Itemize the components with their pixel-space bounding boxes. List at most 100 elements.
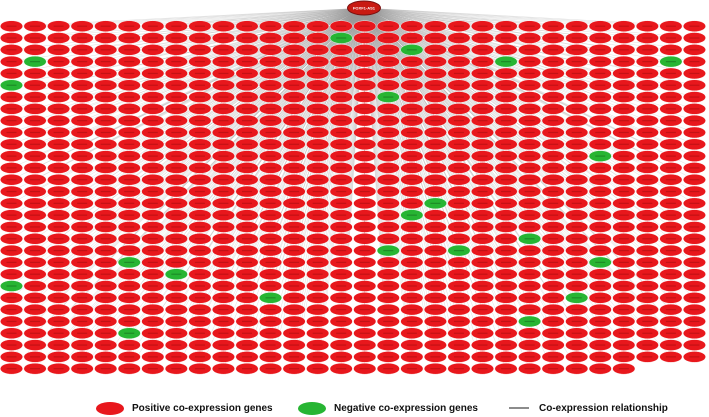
gene-label-mark [289, 131, 300, 134]
gene-label-mark [383, 37, 394, 39]
gene-label-mark [289, 273, 300, 275]
gene-label-mark [430, 49, 441, 51]
coexpression-edge [152, 7, 365, 287]
gene-label-mark [312, 143, 323, 145]
gene-label-mark [524, 332, 535, 334]
gene-label-mark [501, 96, 512, 98]
gene-label-mark [147, 37, 158, 39]
gene-label-mark [548, 143, 559, 145]
gene-label-mark [30, 167, 41, 169]
gene-label-mark [77, 108, 88, 110]
coexpression-edge [152, 7, 365, 298]
gene-label-mark [359, 190, 370, 193]
gene-label-mark [665, 202, 676, 204]
gene-label-mark [30, 96, 41, 98]
gene-label-mark [265, 25, 276, 27]
gene-label-mark [524, 190, 535, 193]
gene-label-mark [665, 261, 676, 263]
gene-label-mark [571, 167, 582, 169]
gene-label-mark [359, 143, 370, 145]
gene-label-mark [100, 190, 111, 193]
gene-label-mark [618, 249, 629, 252]
coexpression-edge [363, 7, 436, 86]
gene-label-mark [336, 226, 347, 228]
gene-label-mark [242, 356, 252, 358]
gene-label-mark [30, 155, 41, 157]
gene-label-mark [453, 155, 464, 157]
gene-label-mark [595, 320, 606, 323]
coexpression-edge [293, 7, 365, 275]
gene-label-mark [171, 84, 182, 86]
gene-label-mark [689, 356, 700, 358]
gene-label-mark [618, 37, 629, 39]
gene-label-mark [453, 261, 464, 263]
gene-label-mark [242, 84, 252, 86]
gene-label-mark [406, 285, 417, 287]
gene-label-mark [430, 108, 441, 110]
gene-label-mark [77, 190, 88, 193]
gene-label-mark [124, 49, 135, 51]
gene-label-mark [53, 332, 64, 334]
gene-label-mark [689, 49, 700, 51]
gene-label-mark [30, 190, 41, 193]
gene-label-mark [524, 297, 535, 299]
coexpression-edge [152, 7, 365, 357]
gene-label-mark [171, 261, 182, 263]
coexpression-network: FOXF1-AS1 [0, 0, 706, 375]
gene-label-mark [171, 344, 182, 346]
gene-label-mark [336, 273, 347, 275]
gene-label-mark [100, 309, 111, 311]
gene-label-mark [548, 309, 559, 311]
gene-label-mark [477, 368, 488, 370]
gene-label-mark [77, 249, 88, 252]
gene-label-mark [147, 356, 158, 358]
gene-label-mark [53, 37, 64, 39]
gene-label-mark [218, 297, 229, 299]
gene-label-mark [100, 226, 111, 228]
gene-label-mark [618, 285, 629, 287]
gene-label-mark [218, 108, 229, 110]
gene-label-mark [171, 25, 182, 27]
gene-label-mark [618, 84, 629, 86]
gene-label-mark [383, 249, 394, 252]
gene-label-mark [642, 72, 653, 75]
gene-label-mark [124, 202, 135, 204]
gene-label-mark [265, 261, 276, 263]
gene-label-mark [100, 179, 111, 181]
gene-label-mark [265, 309, 276, 311]
gene-label-mark [453, 285, 464, 287]
gene-label-mark [618, 261, 629, 263]
gene-label-mark [618, 120, 629, 122]
gene-label-mark [77, 131, 88, 134]
gene-label-mark [100, 108, 111, 110]
gene-label-mark [665, 320, 676, 323]
gene-label-mark [571, 238, 582, 240]
gene-label-mark [477, 84, 488, 86]
gene-label-mark [171, 238, 182, 240]
gene-label-mark [477, 25, 488, 27]
gene-label-mark [6, 368, 17, 370]
gene-label-mark [406, 344, 417, 346]
gene-label-mark [147, 226, 158, 228]
coexpression-edge [152, 7, 365, 27]
gene-label-mark [665, 190, 676, 193]
coexpression-edge [363, 7, 577, 110]
gene-label-mark [524, 84, 535, 86]
gene-label-mark [665, 108, 676, 110]
gene-label-mark [30, 297, 41, 299]
gene-label-mark [265, 72, 276, 75]
gene-label-mark [501, 25, 512, 27]
gene-label-mark [595, 190, 606, 193]
gene-label-mark [453, 273, 464, 275]
gene-label-mark [124, 261, 135, 263]
gene-label-mark [124, 190, 135, 193]
gene-label-mark [642, 285, 653, 287]
gene-label-mark [595, 49, 606, 51]
gene-label-mark [501, 261, 512, 263]
gene-label-mark [289, 368, 300, 370]
coexpression-edge [11, 7, 365, 98]
gene-label-mark [147, 96, 158, 98]
gene-label-mark [430, 261, 441, 263]
gene-label-mark [571, 368, 582, 370]
gene-label-mark [124, 37, 135, 39]
